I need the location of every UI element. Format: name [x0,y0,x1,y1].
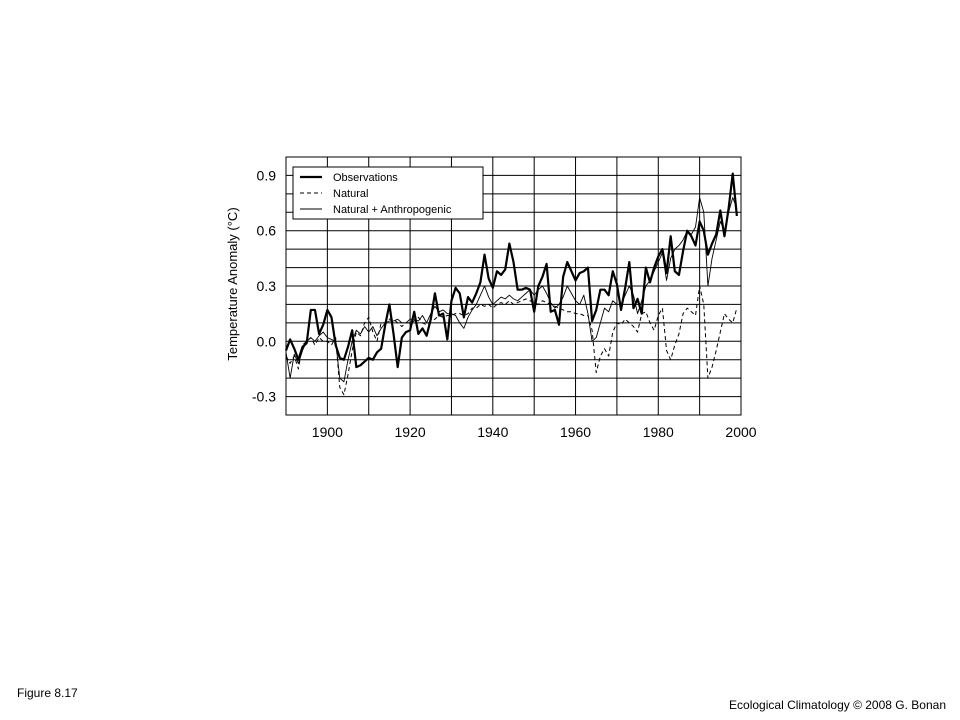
x-tick-label: 1920 [395,424,426,440]
x-tick-label: 1980 [643,424,674,440]
chart-series [284,172,738,396]
legend-entry-label: Observations [333,172,398,184]
x-tick-label: 2000 [725,424,756,440]
x-tick-labels: 1900 1920 1940 1960 1980 2000 [312,424,757,440]
chart-legend: Observations Natural Natural + Anthropogen… [292,166,484,220]
series-line-natural [285,285,738,396]
y-tick-label: 0.3 [257,278,277,294]
y-tick-labels: -0.3 0.0 0.3 0.6 0.9 [252,167,276,404]
y-tick-label: 0.9 [257,167,277,183]
y-tick-label: 0.6 [257,223,277,239]
series-line-natural-anthropogenic [285,197,738,383]
series-line-observations [284,172,738,369]
x-tick-label: 1940 [477,424,508,440]
figure-label: Figure 8.17 [17,686,78,700]
plot-frame [285,156,742,416]
y-tick-label: 0.0 [257,333,277,349]
legend-entry-label: Natural + Anthropogenic [333,204,452,216]
legend-entry-label: Natural [333,188,368,200]
y-axis-label: Temperature Anomaly (°C) [225,207,240,360]
y-tick-label: -0.3 [252,389,276,405]
legend-box [292,166,484,220]
copyright-credit: Ecological Climatology © 2008 G. Bonan [729,698,946,712]
x-tick-label: 1960 [560,424,591,440]
x-tick-label: 1900 [312,424,343,440]
